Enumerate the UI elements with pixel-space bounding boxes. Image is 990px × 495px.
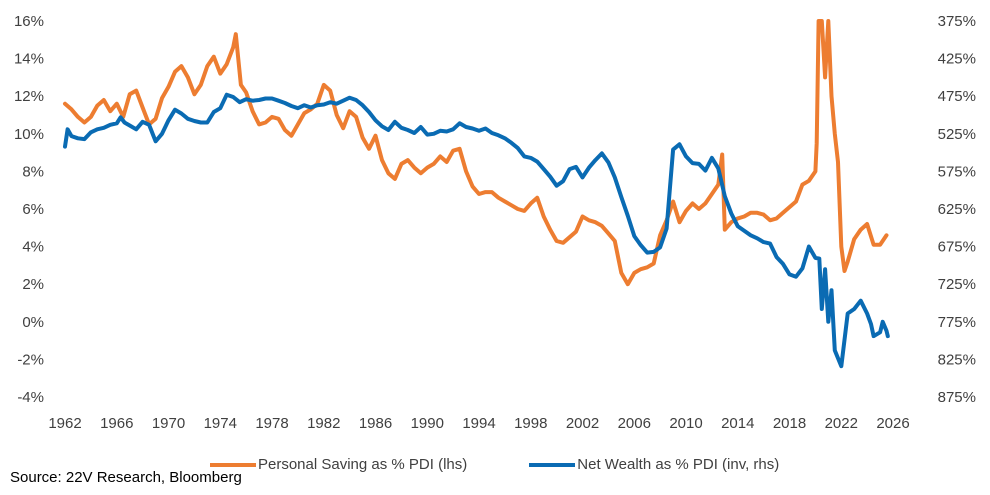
y-left-tick-label: 8%	[22, 163, 44, 180]
y-left-tick-label: 4%	[22, 239, 44, 256]
y-left-tick-label: 2%	[22, 276, 44, 293]
y-right-tick-label: 875%	[938, 389, 976, 406]
y-left-tick-label: 16%	[14, 13, 44, 30]
series-line-personal-saving	[63, 19, 889, 287]
y-left-tick-label: 6%	[22, 201, 44, 218]
y-axis-left-ticks: 16% 14% 12% 10% 8% 6% 4% 2% 0% -2% -4%	[14, 13, 44, 406]
x-tick-label: 1966	[100, 415, 133, 432]
y-left-tick-label: 14%	[14, 51, 44, 68]
legend-label-saving: Personal Saving as % PDI (lhs)	[258, 456, 468, 473]
y-left-tick-label: 10%	[14, 126, 44, 143]
legend-label-wealth: Net Wealth as % PDI (inv, rhs)	[577, 456, 780, 473]
x-axis-ticks: 1962 1966 1970 1974 1978 1982 1986 1990 1994 1998…	[48, 415, 909, 432]
legend-swatch-saving	[210, 462, 256, 467]
x-tick-label: 2026	[876, 415, 909, 432]
legend: Personal Saving as % PDI (lhs) Net Wealt…	[210, 456, 779, 473]
x-tick-label: 2018	[773, 415, 806, 432]
source-note: Source: 22V Research, Bloomberg	[10, 469, 242, 486]
y-right-tick-label: 375%	[938, 13, 976, 30]
legend-item-wealth: Net Wealth as % PDI (inv, rhs)	[529, 456, 779, 473]
x-tick-label: 1994	[462, 415, 495, 432]
y-right-tick-label: 575%	[938, 163, 976, 180]
y-right-tick-label: 725%	[938, 276, 976, 293]
line-chart: 16% 14% 12% 10% 8% 6% 4% 2% 0% -2% -4% 375% 425% 475…	[14, 13, 976, 432]
legend-item-saving: Personal Saving as % PDI (lhs)	[210, 456, 467, 473]
x-tick-label: 1962	[48, 415, 81, 432]
legend-swatch-wealth	[529, 462, 576, 467]
y-left-tick-label: 12%	[14, 88, 44, 105]
x-tick-label: 2014	[721, 415, 754, 432]
x-tick-label: 2010	[669, 415, 702, 432]
y-right-tick-label: 625%	[938, 201, 976, 218]
x-tick-label: 2002	[566, 415, 599, 432]
y-left-tick-label: 0%	[22, 314, 44, 331]
y-right-tick-label: 775%	[938, 314, 976, 331]
x-tick-label: 1982	[307, 415, 340, 432]
y-left-tick-label: -2%	[17, 351, 44, 368]
series-line-net-wealth	[63, 92, 890, 369]
x-tick-label: 1990	[411, 415, 444, 432]
y-right-tick-label: 425%	[938, 51, 976, 68]
x-tick-label: 2006	[618, 415, 651, 432]
x-tick-label: 1978	[255, 415, 288, 432]
x-tick-label: 1970	[152, 415, 185, 432]
y-axis-right-ticks: 375% 425% 475% 525% 575% 625% 675% 725% 775% 825%…	[938, 13, 976, 406]
x-tick-label: 1986	[359, 415, 392, 432]
y-left-tick-label: -4%	[17, 389, 44, 406]
x-tick-label: 2022	[825, 415, 858, 432]
series-layer	[63, 19, 890, 369]
x-tick-label: 1974	[204, 415, 237, 432]
y-right-tick-label: 675%	[938, 239, 976, 256]
y-right-tick-label: 525%	[938, 126, 976, 143]
y-right-tick-label: 475%	[938, 88, 976, 105]
y-right-tick-label: 825%	[938, 351, 976, 368]
x-tick-label: 1998	[514, 415, 547, 432]
